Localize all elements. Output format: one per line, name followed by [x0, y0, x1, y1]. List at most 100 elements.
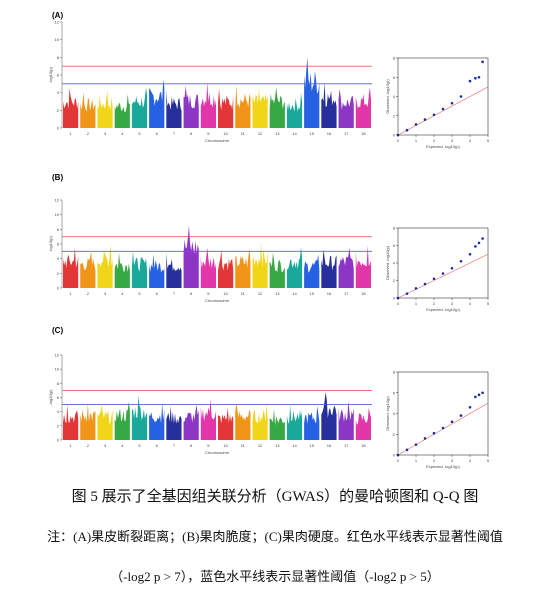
- y-axis-label: -log10(p): [48, 389, 53, 406]
- qq-point: [481, 60, 484, 64]
- x-tick-label: 6: [156, 443, 159, 448]
- chromosome-peaks: [183, 404, 199, 440]
- chromosome-peaks: [97, 404, 113, 440]
- chromosome-peaks: [235, 403, 251, 440]
- x-axis-label: Chromosome: [205, 138, 230, 143]
- x-tick-label: 18: [361, 443, 366, 448]
- y-axis-label: -log10(p): [48, 235, 53, 252]
- x-tick-label: 3: [451, 301, 454, 306]
- chromosome-peaks: [286, 92, 303, 128]
- y-tick-label: 0: [57, 126, 60, 131]
- x-tick-label: 18: [361, 291, 366, 296]
- chromosome-peaks: [269, 408, 285, 440]
- y-tick-label: 8: [393, 226, 396, 231]
- y-tick-label: 6: [57, 242, 60, 247]
- chromosome-peaks: [338, 401, 354, 440]
- y-tick-label: 0: [393, 296, 396, 301]
- qq-point: [414, 443, 418, 446]
- chromosome-peaks: [304, 57, 320, 129]
- qq-point: [474, 245, 477, 248]
- chromosome-peaks: [218, 249, 234, 288]
- y-tick-label: 6: [393, 243, 396, 248]
- chromosome-peaks: [149, 254, 165, 288]
- x-tick-label: 1: [69, 291, 72, 296]
- y-tick-label: 10: [55, 367, 60, 372]
- x-tick-label: 7: [173, 131, 176, 136]
- chromosome-peaks: [97, 244, 113, 288]
- y-tick-label: 2: [393, 432, 396, 437]
- y-tick-label: 0: [393, 453, 396, 458]
- chromosome-peaks: [63, 247, 79, 288]
- chromosome-peaks: [338, 247, 354, 288]
- x-tick-label: 12: [258, 131, 263, 136]
- x-tick-label: 3: [451, 458, 454, 463]
- qq-point: [423, 437, 427, 440]
- y-tick-label: 0: [57, 438, 60, 443]
- y-axis-label: Observed -log10(p): [385, 396, 390, 431]
- chromosome-peaks: [286, 404, 303, 440]
- x-tick-label: 0: [397, 138, 400, 143]
- y-tick-label: 2: [57, 108, 60, 113]
- chromosome-peaks: [80, 92, 96, 128]
- chromosome-peaks: [80, 251, 96, 288]
- chromosome-peaks: [63, 404, 79, 440]
- y-tick-label: 2: [393, 278, 396, 283]
- x-tick-label: 14: [292, 131, 297, 136]
- y-axis-label: -log10(p): [48, 66, 53, 83]
- x-tick-label: 12: [258, 291, 263, 296]
- qq-point: [414, 123, 418, 126]
- chromosome-peaks: [63, 88, 79, 128]
- y-tick-label: 12: [55, 353, 60, 358]
- x-tick-label: 11: [241, 131, 246, 136]
- qq-point: [474, 395, 477, 399]
- plot-frame: [397, 371, 489, 456]
- y-axis-label: Observed -log10(p): [385, 245, 390, 280]
- qq-point: [477, 241, 481, 245]
- x-tick-label: 5: [487, 458, 490, 463]
- x-tick-label: 5: [487, 138, 490, 143]
- x-tick-label: 15: [309, 291, 314, 296]
- qq-point: [441, 272, 445, 275]
- qq-point: [481, 237, 484, 240]
- y-tick-label: 2: [393, 113, 396, 118]
- plot-frame: [397, 57, 489, 136]
- x-tick-label: 3: [451, 138, 454, 143]
- x-tick-label: 1: [415, 458, 418, 463]
- panel-label: (B): [52, 173, 63, 182]
- chromosome-peaks: [80, 403, 96, 440]
- chromosome-peaks: [200, 247, 216, 288]
- y-axis-label: Observed -log10(p): [385, 79, 390, 114]
- x-tick-label: 5: [138, 131, 141, 136]
- qq-point: [450, 101, 454, 105]
- y-tick-label: 0: [57, 286, 60, 291]
- qq-point: [481, 391, 484, 395]
- y-tick-label: 8: [393, 56, 396, 61]
- x-axis-label: Expected -log10(p): [426, 464, 460, 469]
- x-tick-label: 5: [138, 443, 141, 448]
- chromosome-peaks: [131, 396, 148, 440]
- x-tick-label: 2: [433, 301, 436, 306]
- chromosome-peaks: [252, 403, 268, 440]
- x-tick-label: 4: [469, 458, 472, 463]
- chromosome-peaks: [149, 403, 165, 440]
- y-tick-label: 4: [57, 90, 60, 95]
- x-tick-label: 10: [223, 291, 228, 296]
- qq-point: [432, 431, 436, 435]
- x-tick-label: 4: [121, 291, 124, 296]
- x-tick-label: 4: [469, 138, 472, 143]
- chromosome-peaks: [252, 242, 268, 288]
- y-tick-label: 10: [55, 212, 60, 217]
- qq-point: [405, 448, 409, 452]
- x-tick-label: 16: [327, 131, 332, 136]
- y-tick-label: 6: [393, 390, 396, 395]
- chromosome-peaks: [131, 87, 148, 128]
- caption-note: 注：(A)果皮断裂距离；(B)果肉脆度；(C)果肉硬度。红色水平线表示显著性阈值: [47, 529, 503, 544]
- chromosome-peaks: [286, 246, 303, 288]
- x-tick-label: 7: [173, 443, 176, 448]
- panel-label: (C): [52, 326, 63, 335]
- chromosome-peaks: [235, 248, 251, 288]
- x-tick-label: 15: [309, 443, 314, 448]
- y-tick-label: 6: [57, 395, 60, 400]
- chromosome-peaks: [269, 252, 285, 288]
